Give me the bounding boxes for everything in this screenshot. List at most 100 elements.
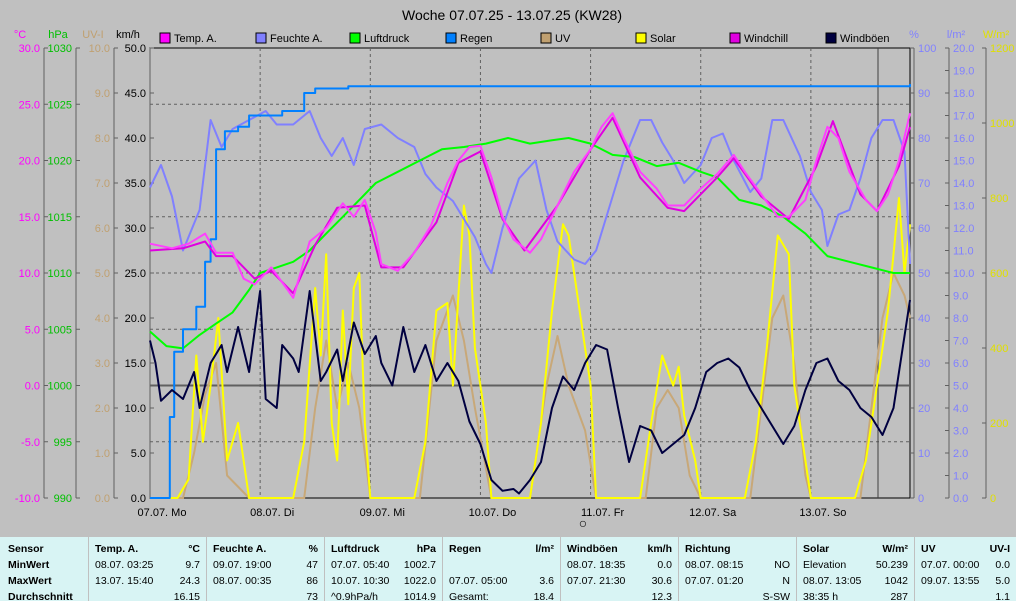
avg-time: Gesamt: xyxy=(449,591,489,601)
maxwert-label: MaxWert xyxy=(8,575,52,587)
rain-tick-label: 16.0 xyxy=(953,133,974,145)
temp-tick-label: 5.0 xyxy=(25,324,40,336)
wind-series xyxy=(149,290,911,495)
legend-swatch xyxy=(729,32,741,44)
min-value: 0.0 xyxy=(657,559,672,571)
rain-tick-label: 1.0 xyxy=(953,471,968,483)
wind-tick-label: 45.0 xyxy=(125,88,146,100)
solar-tick-label: 1000 xyxy=(990,118,1014,130)
avg-value: 16.15 xyxy=(173,591,200,601)
max-value: 30.6 xyxy=(651,575,672,587)
wind-tick-label: 10.0 xyxy=(125,403,146,415)
uv-tick-label: 1.0 xyxy=(95,448,110,460)
column-header: Luftdruck xyxy=(331,543,380,555)
uv-tick-label: 10.0 xyxy=(89,43,110,55)
min-value: 9.7 xyxy=(185,559,200,571)
pressure-tick-label: 1000 xyxy=(48,381,72,393)
max-value: 24.3 xyxy=(179,575,200,587)
sensor-header: Sensor xyxy=(8,543,44,555)
x-tick-label: 08.07. Di xyxy=(250,507,294,519)
rain-tick-label: 11.0 xyxy=(953,246,974,258)
rain-tick-label: 4.0 xyxy=(953,403,968,415)
uv-tick-label: 6.0 xyxy=(95,223,110,235)
humidity-tick-label: 90 xyxy=(918,88,930,100)
wind-unit-label: km/h xyxy=(116,29,140,41)
column-header: Richtung xyxy=(685,543,731,555)
legend: Temp. A. Feuchte A. Luftdruck Regen UV Solar W… xyxy=(159,32,890,45)
uv-tick-label: 5.0 xyxy=(95,268,110,280)
rain-unit-label: l/m² xyxy=(947,29,966,41)
table-column: Regen l/m² 07.07. 05:00 3.6 Gesamt: 18.4 xyxy=(442,537,560,601)
min-time: 07.07. 00:00 xyxy=(921,559,980,571)
max-value: 1022.0 xyxy=(403,575,436,587)
min-value: 47 xyxy=(306,559,318,571)
rain-tick-label: 14.0 xyxy=(953,178,974,190)
axes: 30.025.020.015.010.05.00.0-5.0-10.0°C103… xyxy=(14,29,1015,519)
pressure-tick-label: 995 xyxy=(54,437,72,449)
temp-tick-label: 0.0 xyxy=(25,381,40,393)
pressure-series xyxy=(149,137,910,350)
weather-chart: 30.025.020.015.010.05.00.0-5.0-10.0°C103… xyxy=(14,7,1015,531)
max-time: 07.07. 01:20 xyxy=(685,575,744,587)
uv-tick-label: 7.0 xyxy=(95,178,110,190)
legend-label: UV xyxy=(555,33,571,45)
humidity-tick-label: 80 xyxy=(918,133,930,145)
column-unit: hPa xyxy=(416,543,436,555)
column-header: Solar xyxy=(803,543,830,555)
max-time: 07.07. 05:00 xyxy=(449,575,508,587)
x-tick-label: 12.07. Sa xyxy=(689,507,737,519)
humidity-series xyxy=(149,110,911,274)
wind-tick-label: 30.0 xyxy=(125,223,146,235)
solar-tick-label: 1200 xyxy=(990,43,1014,55)
min-time: Elevation xyxy=(803,559,847,571)
min-value: 50.239 xyxy=(875,559,908,571)
solar-series xyxy=(150,197,911,499)
x-tick-label: 09.07. Mi xyxy=(360,507,405,519)
legend-label: Luftdruck xyxy=(364,33,410,45)
humidity-tick-label: 40 xyxy=(918,313,930,325)
rain-tick-label: 13.0 xyxy=(953,201,974,213)
x-tick-label: 07.07. Mo xyxy=(138,507,187,519)
temp-tick-label: -5.0 xyxy=(21,437,40,449)
rain-tick-label: 12.0 xyxy=(953,223,974,235)
temp-tick-label: 30.0 xyxy=(19,43,40,55)
table-row-labels: Sensor MinWert MaxWert Durchschnitt xyxy=(0,537,88,601)
uv-tick-label: 4.0 xyxy=(95,313,110,325)
humidity-tick-label: 10 xyxy=(918,448,930,460)
pressure-tick-label: 1020 xyxy=(48,156,72,168)
solar-tick-label: 400 xyxy=(990,343,1008,355)
avg-value: 12.3 xyxy=(651,591,672,601)
humidity-tick-label: 50 xyxy=(918,268,930,280)
pressure-unit-label: hPa xyxy=(48,29,68,41)
max-value: 5.0 xyxy=(995,575,1010,587)
legend-label: Temp. A. xyxy=(174,33,217,45)
rain-tick-label: 8.0 xyxy=(953,313,968,325)
legend-swatch xyxy=(635,32,647,44)
x-tick-label: 10.07. Do xyxy=(469,507,517,519)
max-time: 10.07. 10:30 xyxy=(331,575,390,587)
legend-swatch xyxy=(349,32,361,44)
table-column: Luftdruck hPa 07.07. 05:40 1002.7 10.07. 10:… xyxy=(324,537,442,601)
avg-value: 18.4 xyxy=(533,591,554,601)
pressure-tick-label: 1005 xyxy=(48,324,72,336)
cursor-marker[interactable]: ○ xyxy=(579,515,587,531)
min-time: 07.07. 05:40 xyxy=(331,559,390,571)
durchschnitt-label: Durchschnitt xyxy=(8,591,73,601)
column-unit: km/h xyxy=(647,543,672,555)
min-time: 08.07. 08:15 xyxy=(685,559,744,571)
uv-unit-label: UV-I xyxy=(82,29,103,41)
pressure-tick-label: 1010 xyxy=(48,268,72,280)
min-time: 08.07. 18:35 xyxy=(567,559,626,571)
legend-swatch xyxy=(159,32,171,44)
uv-tick-label: 3.0 xyxy=(95,358,110,370)
column-unit: UV-I xyxy=(989,543,1010,555)
humidity-tick-label: 60 xyxy=(918,223,930,235)
solar-tick-label: 200 xyxy=(990,418,1008,430)
humidity-tick-label: 100 xyxy=(918,43,936,55)
avg-time: ^0.9hPa/h xyxy=(331,591,378,601)
x-tick-label: 13.07. So xyxy=(799,507,846,519)
legend-label: Windchill xyxy=(744,33,788,45)
wind-tick-label: 5.0 xyxy=(131,448,146,460)
rain-tick-label: 17.0 xyxy=(953,111,974,123)
legend-label: Regen xyxy=(460,33,492,45)
